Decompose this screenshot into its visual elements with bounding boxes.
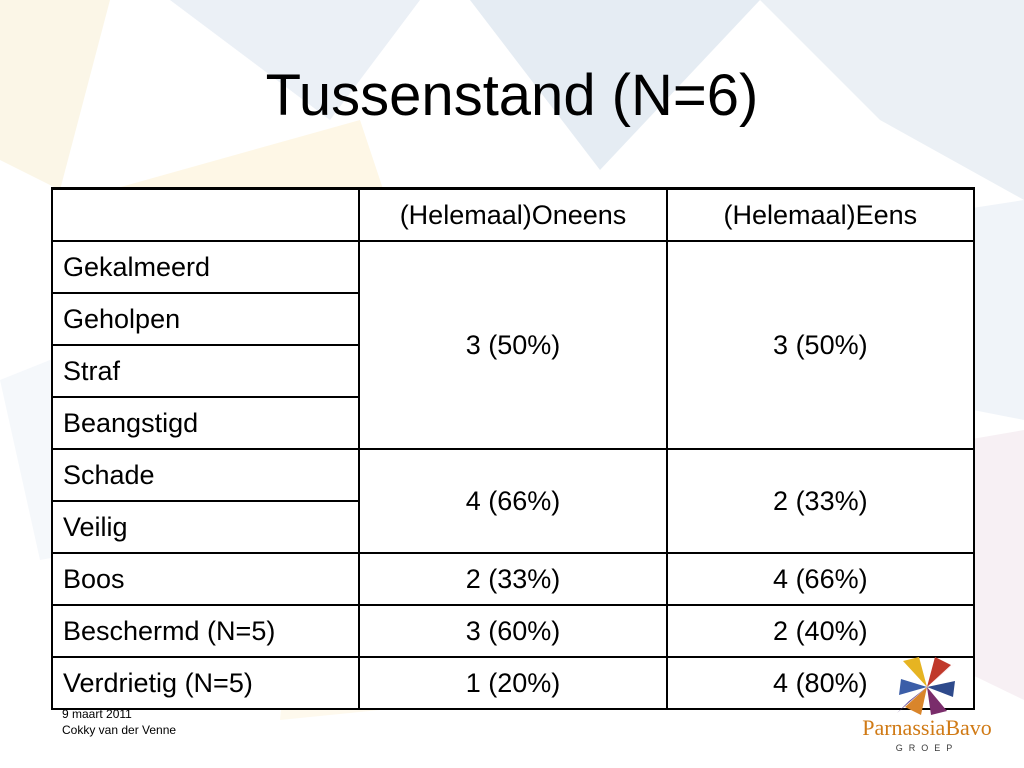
row-label: Veilig [50,500,361,554]
value-cell-eens: 3 (50%) [665,240,976,450]
header-cell-oneens: (Helemaal)Oneens [358,187,668,242]
row-label: Straf [50,344,361,398]
table-row: Straf [50,344,974,398]
results-table: (Helemaal)Oneens (Helemaal)Eens Gekalmee… [50,187,976,710]
row-label: Verdrietig (N=5) [50,656,361,710]
logo-name: ParnassiaBavo [862,715,992,740]
footer-author: Cokky van der Venne [62,723,177,737]
slide-footer: 9 maart 2011 Cokky van der Venne [62,706,176,738]
value-cell-eens: 2 (33%) [665,448,976,554]
table-row: Veilig [50,500,974,554]
value-cell-oneens: 3 (60%) [358,604,668,658]
parnassiabavo-logo: ParnassiaBavo GROEP [842,655,1012,755]
value-cell-eens: 4 (66%) [665,552,976,606]
table-row: Beangstigd [50,396,974,450]
row-label: Boos [50,552,361,606]
table-row: Gekalmeerd 3 (50%) 3 (50%) [50,240,976,450]
row-label: Gekalmeerd [50,240,361,294]
value-cell-oneens: 1 (20%) [358,656,668,710]
value-cell-oneens: 2 (33%) [358,552,668,606]
value-cell-eens: 2 (40%) [665,604,976,658]
table-header-row: (Helemaal)Oneens (Helemaal)Eens [50,187,976,242]
row-label: Geholpen [50,292,361,346]
row-label: Beangstigd [50,396,361,450]
footer-date: 9 maart 2011 [62,707,132,721]
table-row: Schade 4 (66%) 2 (33%) [50,448,976,554]
header-cell-empty [50,187,361,242]
table-row: Boos 2 (33%) 4 (66%) [50,552,976,606]
header-cell-eens: (Helemaal)Eens [665,187,976,242]
table-row: Verdrietig (N=5) 1 (20%) 4 (80%) [50,656,976,710]
logo-star-icon [897,657,957,715]
table-row: Beschermd (N=5) 3 (60%) 2 (40%) [50,604,976,658]
logo-subtitle: GROEP [895,743,959,753]
value-cell-oneens: 4 (66%) [358,448,668,554]
table-row: Geholpen [50,292,974,346]
row-label: Schade [50,448,361,502]
slide-title: Tussenstand (N=6) [265,63,759,128]
row-label: Beschermd (N=5) [50,604,361,658]
value-cell-oneens: 3 (50%) [358,240,668,450]
